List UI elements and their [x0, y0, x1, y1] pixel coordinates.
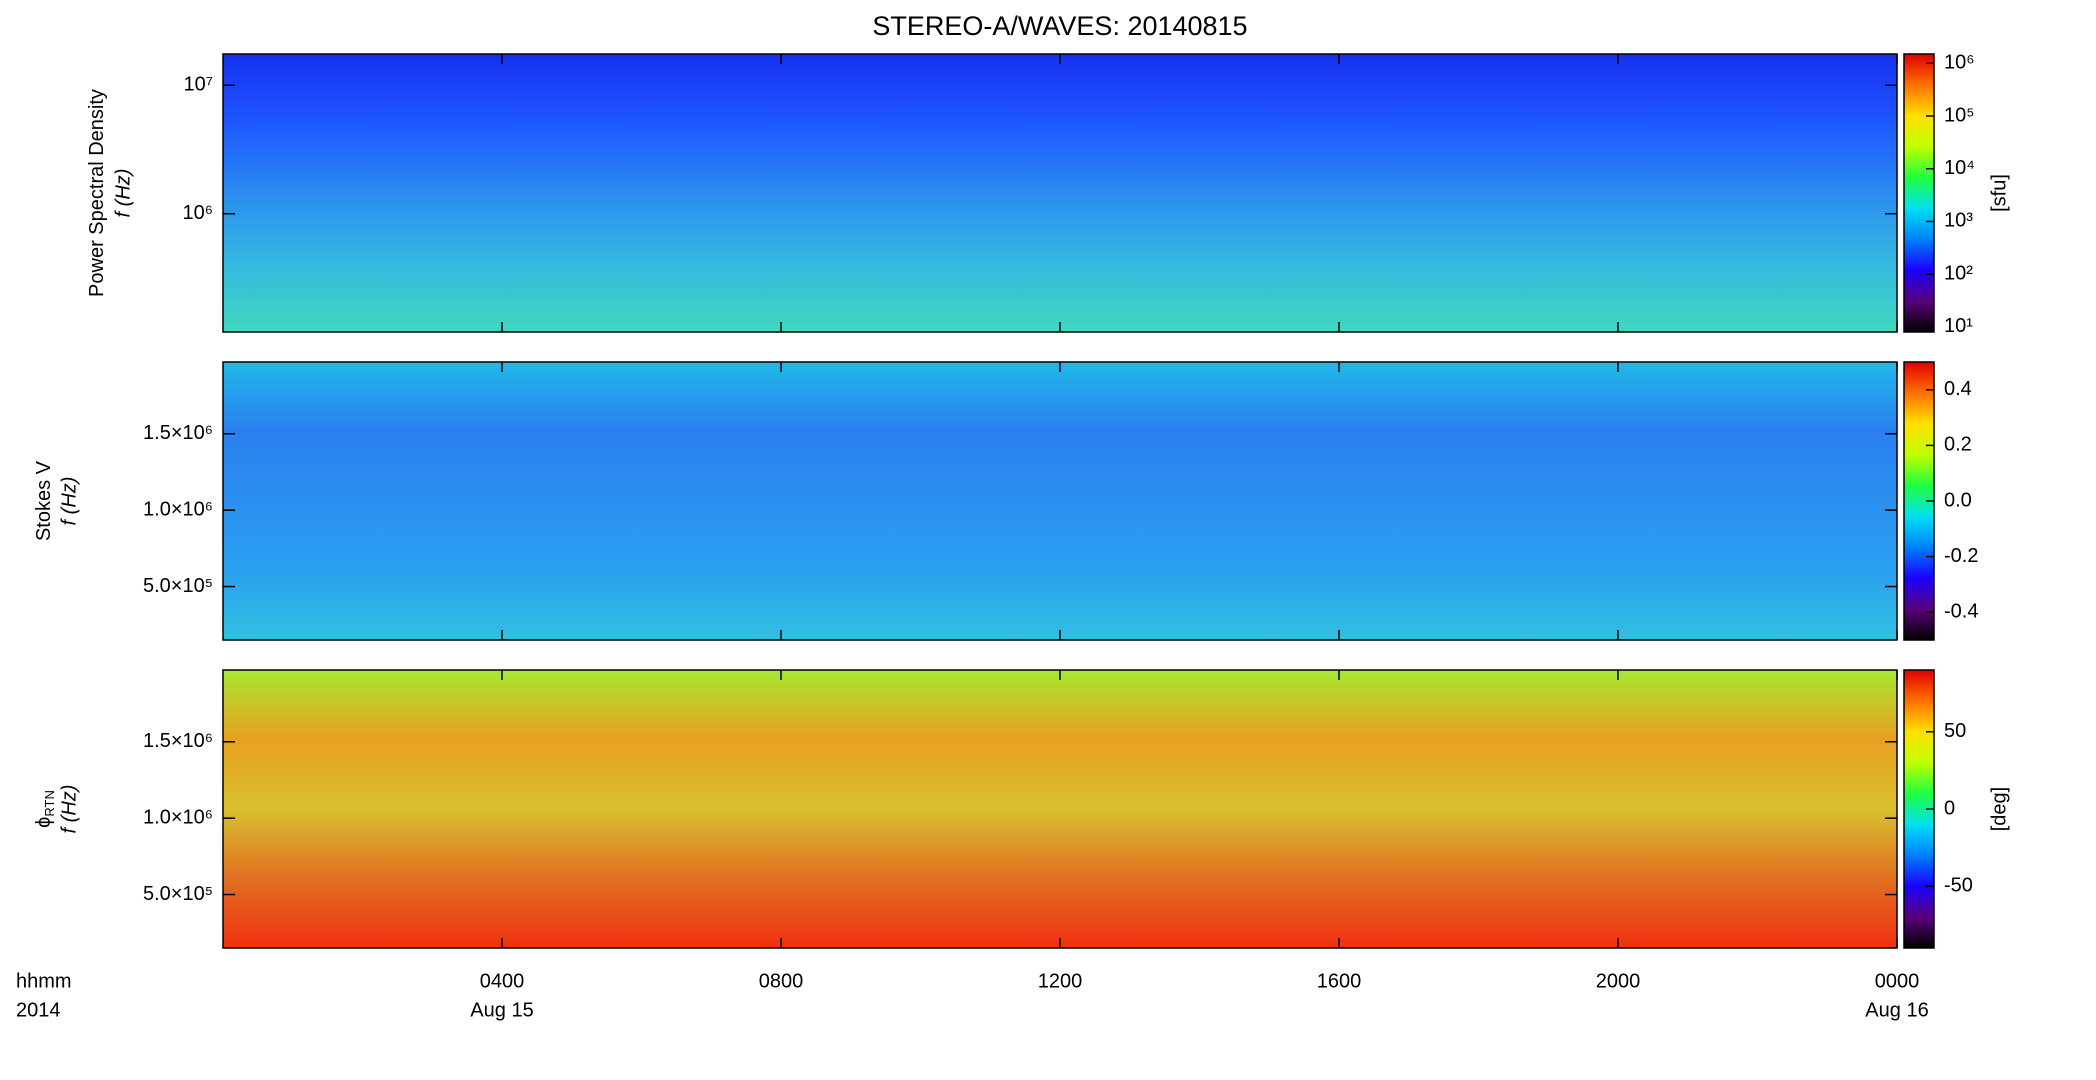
colorbar-tick-label: 10⁵	[1944, 104, 1975, 126]
y-tick-label: 5.0×10⁵	[143, 575, 213, 597]
colorbar-tick-label: 10⁶	[1944, 52, 1974, 74]
colorbar-tick-label: -0.4	[1944, 600, 1978, 622]
y-axis-label: Stokes V	[33, 460, 55, 541]
x-date-label: Aug 16	[1865, 999, 1928, 1021]
y-tick-label: 1.0×10⁶	[143, 806, 213, 828]
colorbar-label: [deg]	[1988, 787, 2010, 831]
colorbar-tick-label: 10¹	[1944, 315, 1973, 337]
colorbar-tick-label: 0.4	[1944, 378, 1972, 400]
y-axis-label: Power Spectral Density	[86, 89, 108, 297]
y-tick-label: 10⁶	[183, 202, 213, 224]
colorbar-tick-label: -0.2	[1944, 545, 1978, 567]
x-date-label: Aug 15	[470, 999, 533, 1021]
spectrogram-field	[223, 362, 1897, 640]
colorbar-tick-label: 0	[1944, 797, 1955, 819]
x-axis-label: hhmm	[16, 970, 72, 992]
y-axis-label-main: ϕ	[33, 817, 55, 828]
y-tick-label: 1.5×10⁶	[143, 730, 213, 752]
colorbar-tick-label: 0.0	[1944, 489, 1972, 511]
y-tick-label: 10⁷	[184, 74, 213, 96]
y-axis-label-main: Stokes V	[33, 460, 55, 541]
chart-title: STEREO-A/WAVES: 20140815	[872, 11, 1247, 41]
x-tick-label: 2000	[1596, 970, 1641, 992]
x-tick-label: 0400	[480, 970, 525, 992]
x-axis-label: 2014	[16, 999, 61, 1021]
spectrogram-field	[223, 54, 1897, 332]
y-axis-label-main: Power Spectral Density	[86, 89, 108, 297]
y-axis-label: f (Hz)	[112, 169, 134, 218]
y-axis-label: ϕRTN	[33, 790, 57, 828]
colorbar-tick-label: 10³	[1944, 210, 1973, 232]
colorbar	[1903, 53, 1935, 333]
y-tick-label: 1.5×10⁶	[143, 422, 213, 444]
y-axis-label: f (Hz)	[58, 785, 80, 834]
y-tick-label: 5.0×10⁵	[143, 883, 213, 905]
colorbar-tick-label: -50	[1944, 875, 1973, 897]
y-axis-label: f (Hz)	[58, 477, 80, 526]
x-tick-label: 1600	[1317, 970, 1362, 992]
y-tick-label: 1.0×10⁶	[143, 498, 213, 520]
colorbar-tick-label: 10²	[1944, 262, 1973, 284]
spectrogram-field	[223, 670, 1897, 948]
colorbar-tick-label: 10⁴	[1944, 157, 1975, 179]
colorbar-tick-label: 0.2	[1944, 434, 1972, 456]
colorbar-label: [sfu]	[1988, 174, 2010, 212]
y-axis-label-sub: RTN	[42, 790, 57, 816]
x-tick-label: 0000	[1875, 970, 1920, 992]
colorbar-tick-label: 50	[1944, 720, 1966, 742]
x-tick-label: 0800	[759, 970, 804, 992]
x-tick-label: 1200	[1038, 970, 1083, 992]
